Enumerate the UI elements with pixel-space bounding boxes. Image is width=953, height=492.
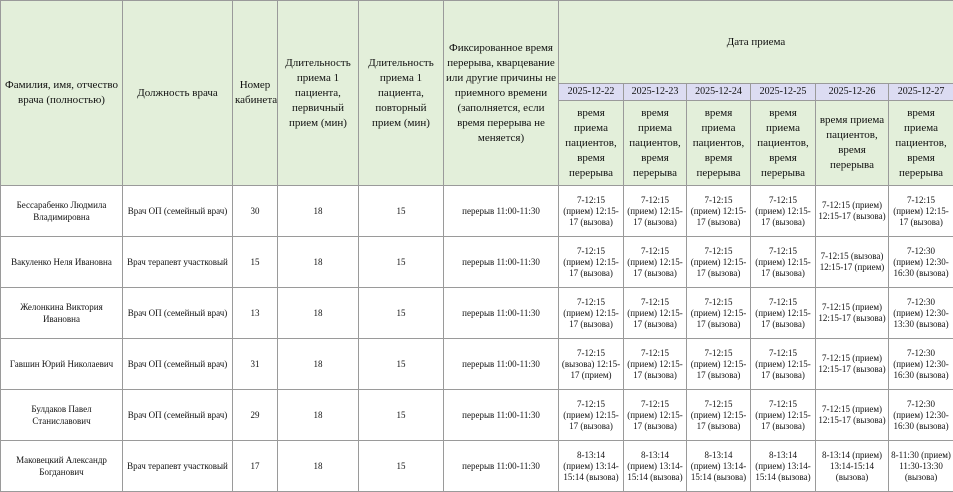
- doctor-row: Гавшин Юрий Николаевич Врач ОП (семейный …: [0, 338, 953, 390]
- schedule-cell: 7-12:30 (прием) 12:30-16:30 (вызова): [887, 236, 953, 288]
- date-header: 2025-12-24: [686, 83, 751, 101]
- schedule-cell: 7-12:15 (прием) 12:15-17 (вызова): [686, 389, 751, 441]
- doctor-row: Булдаков Павел Станиславович Врач ОП (сем…: [0, 389, 953, 441]
- data-cell: 15: [358, 338, 444, 390]
- schedule-cell: 7-12:15 (прием) 12:15-17 (вызова): [815, 287, 889, 339]
- data-cell: Врач ОП (семейный врач): [122, 185, 233, 237]
- schedule-cell: 7-12:15 (вызова) 12:15-17 (прием): [558, 338, 624, 390]
- data-cell: Врач ОП (семейный врач): [122, 338, 233, 390]
- data-cell: 13: [232, 287, 278, 339]
- data-cell: перерыв 11:00-11:30: [443, 236, 559, 288]
- data-cell: Врач терапевт участковый: [122, 236, 233, 288]
- date-header: 2025-12-23: [623, 83, 687, 101]
- schedule-cell: 7-12:15 (прием) 12:15-17 (вызова): [750, 185, 816, 237]
- schedule-cell: 8-13:14 (прием) 13:14-15:14 (вызова): [686, 440, 751, 492]
- schedule-cell: 8-13:14 (прием) 13:14-15:14 (вызова): [623, 440, 687, 492]
- data-cell: 15: [232, 236, 278, 288]
- doctor-row: Желонкина Виктория Ивановна Врач ОП (семе…: [0, 287, 953, 339]
- data-cell: 18: [277, 338, 359, 390]
- schedule-cell: 7-12:15 (прием) 12:15-17 (вызова): [750, 236, 816, 288]
- schedule-cell: 7-12:15 (прием) 12:15-17 (вызова): [887, 185, 953, 237]
- data-cell: 17: [232, 440, 278, 492]
- data-cell: 18: [277, 185, 359, 237]
- date-header: 2025-12-26: [815, 83, 889, 101]
- schedule-cell: 7-12:15 (прием) 12:15-17 (вызова): [558, 185, 624, 237]
- date-header: 2025-12-25: [750, 83, 816, 101]
- schedule-cell: 7-12:15 (прием) 12:15-17 (вызова): [686, 338, 751, 390]
- date-subheader: время приема пациентов, время перерыва: [750, 100, 816, 186]
- header-cell: Фиксированное время перерыва, кварцевани…: [443, 0, 559, 186]
- data-cell: 18: [277, 236, 359, 288]
- schedule-cell: 7-12:15 (прием) 12:15-17 (вызова): [623, 185, 687, 237]
- data-cell: перерыв 11:00-11:30: [443, 287, 559, 339]
- date-subheader: время приема пациентов, время перерыва: [887, 100, 953, 186]
- data-cell: 15: [358, 236, 444, 288]
- header-cell: Длительность приема 1 пациента, повторны…: [358, 0, 444, 186]
- data-cell: перерыв 11:00-11:30: [443, 338, 559, 390]
- schedule-cell: 7-12:15 (прием) 12:15-17 (вызова): [815, 338, 889, 390]
- schedule-cell: 7-12:15 (прием) 12:15-17 (вызова): [750, 287, 816, 339]
- header-cell: Должность врача: [122, 0, 233, 186]
- schedule-cell: 7-12:15 (прием) 12:15-17 (вызова): [623, 338, 687, 390]
- data-cell: перерыв 11:00-11:30: [443, 185, 559, 237]
- schedule-cell: 7-12:15 (прием) 12:15-17 (вызова): [623, 236, 687, 288]
- schedule-cell: 7-12:30 (прием) 12:30-13:30 (вызова): [887, 287, 953, 339]
- doctor-row: Маковецкий Александр Богданович Врач тера…: [0, 440, 953, 492]
- data-cell: 18: [277, 440, 359, 492]
- schedule-cell: 7-12:15 (прием) 12:15-17 (вызова): [750, 389, 816, 441]
- schedule-cell: 7-12:15 (прием) 12:15-17 (вызова): [558, 287, 624, 339]
- date-subheader: время приема пациентов, время перерыва: [686, 100, 751, 186]
- schedule-cell: 7-12:15 (прием) 12:15-17 (вызова): [686, 287, 751, 339]
- date-header: 2025-12-27: [887, 83, 953, 101]
- data-cell: 15: [358, 185, 444, 237]
- data-cell: 18: [277, 389, 359, 441]
- data-cell: Вакуленко Неля Ивановна: [0, 236, 123, 288]
- schedule-cell: 7-12:15 (прием) 12:15-17 (вызова): [750, 338, 816, 390]
- schedule-cell: 7-12:15 (вызова) 12:15-17 (прием): [815, 236, 889, 288]
- data-cell: 31: [232, 338, 278, 390]
- schedule-cell: 7-12:15 (прием) 12:15-17 (вызова): [623, 389, 687, 441]
- doctor-row: Бессарабенко Людмила Владимировна Врач ОП…: [0, 185, 953, 237]
- date-subheader: время приема пациентов, время перерыва: [558, 100, 624, 186]
- data-cell: Врач ОП (семейный врач): [122, 389, 233, 441]
- data-cell: 15: [358, 440, 444, 492]
- data-cell: Маковецкий Александр Богданович: [0, 440, 123, 492]
- header-cell: Фамилия, имя, отчество врача (полностью): [0, 0, 123, 186]
- schedule-cell: 8-13:14 (прием) 13:14-15:14 (вызова): [558, 440, 624, 492]
- data-cell: 18: [277, 287, 359, 339]
- header-cell: Номер кабинета: [232, 0, 278, 186]
- schedule-cell: 7-12:30 (прием) 12:30-16:30 (вызова): [887, 338, 953, 390]
- header-cell: Длительность приема 1 пациента, первичны…: [277, 0, 359, 186]
- schedule-cell: 7-12:15 (прием) 12:15-17 (вызова): [558, 236, 624, 288]
- data-cell: 30: [232, 185, 278, 237]
- data-cell: Бессарабенко Людмила Владимировна: [0, 185, 123, 237]
- date-header: 2025-12-22: [558, 83, 624, 101]
- schedule-cell: 7-12:15 (прием) 12:15-17 (вызова): [815, 389, 889, 441]
- schedule-cell: 8-11:30 (прием) 11:30-13:30 (вызова): [887, 440, 953, 492]
- date-subheader: время приема пациентов, время перерыва: [815, 100, 889, 186]
- date-subheader: время приема пациентов, время перерыва: [623, 100, 687, 186]
- data-cell: Врач терапевт участковый: [122, 440, 233, 492]
- data-cell: Булдаков Павел Станиславович: [0, 389, 123, 441]
- schedule-cell: 7-12:15 (прием) 12:15-17 (вызова): [815, 185, 889, 237]
- doctor-row: Вакуленко Неля Ивановна Врач терапевт уча…: [0, 236, 953, 288]
- schedule-cell: 7-12:15 (прием) 12:15-17 (вызова): [623, 287, 687, 339]
- data-cell: перерыв 11:00-11:30: [443, 389, 559, 441]
- data-cell: 29: [232, 389, 278, 441]
- schedule-cell: 7-12:15 (прием) 12:15-17 (вызова): [686, 236, 751, 288]
- schedule-cell: 7-12:15 (прием) 12:15-17 (вызова): [558, 389, 624, 441]
- schedule-cell: 8-13:14 (прием) 13:14-15:14 (вызова): [815, 440, 889, 492]
- data-cell: Врач ОП (семейный врач): [122, 287, 233, 339]
- data-cell: 15: [358, 287, 444, 339]
- date-group-header: Дата приема: [557, 0, 953, 84]
- data-cell: Гавшин Юрий Николаевич: [0, 338, 123, 390]
- data-cell: 15: [358, 389, 444, 441]
- schedule-cell: 7-12:30 (прием) 12:30-16:30 (вызова): [887, 389, 953, 441]
- data-cell: Желонкина Виктория Ивановна: [0, 287, 123, 339]
- schedule-cell: 8-13:14 (прием) 13:14-15:14 (вызова): [750, 440, 816, 492]
- schedule-cell: 7-12:15 (прием) 12:15-17 (вызова): [686, 185, 751, 237]
- data-cell: перерыв 11:00-11:30: [443, 440, 559, 492]
